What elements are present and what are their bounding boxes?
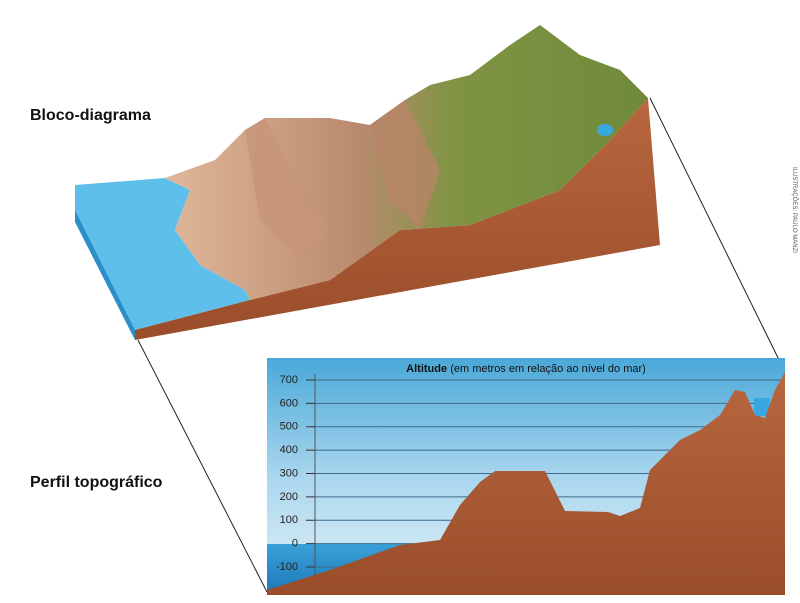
axis-title-bold: Altitude xyxy=(406,363,447,375)
connector-line xyxy=(137,339,268,593)
y-tick-label: 0 xyxy=(292,538,298,550)
block-diagram xyxy=(75,25,660,340)
y-tick-label: -100 xyxy=(276,561,298,573)
front-face xyxy=(135,98,660,340)
sea-surface xyxy=(75,178,250,330)
profile-chart: 700 600 500 400 300 200 100 0 -100 Altitude (em … xyxy=(267,358,785,595)
profile-label: Perfil topográfico xyxy=(30,474,163,491)
terrain-profile xyxy=(267,372,785,595)
sea-front xyxy=(75,210,135,340)
y-tick-label: 400 xyxy=(280,444,298,456)
y-tick-label: 100 xyxy=(280,514,298,526)
connector-line xyxy=(649,97,786,373)
cliff xyxy=(370,100,440,230)
axis-title: Altitude (em metros em relação ao nível … xyxy=(406,363,646,375)
y-tick-label: 500 xyxy=(280,421,298,433)
axis-title-rest: (em metros em relação ao nível do mar) xyxy=(450,363,646,375)
notch-water xyxy=(754,398,770,416)
credit: ILUSTRAÇÕES: PAULO MANZI xyxy=(791,167,798,253)
lake xyxy=(597,124,613,136)
y-tick-label: 700 xyxy=(280,374,298,386)
y-tick-label: 200 xyxy=(280,491,298,503)
y-tick-label: 600 xyxy=(280,397,298,409)
cliff xyxy=(245,118,330,260)
y-tick-label: 300 xyxy=(280,467,298,479)
block-diagram-label: Bloco-diagrama xyxy=(30,107,151,124)
